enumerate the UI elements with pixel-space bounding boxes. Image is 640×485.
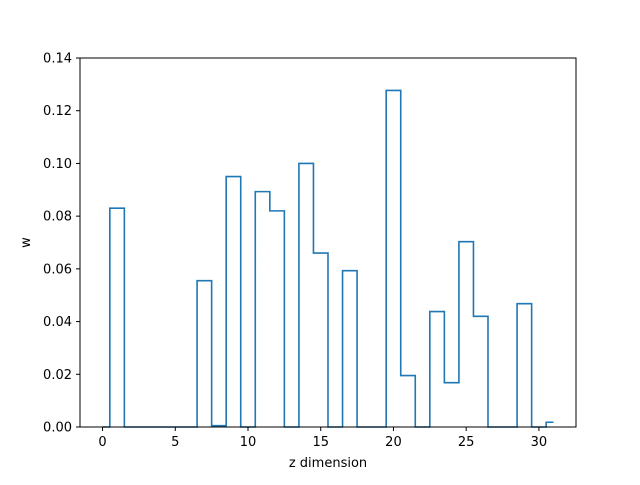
y-axis-label: w <box>19 237 34 248</box>
x-tick-label: 10 <box>240 435 257 450</box>
x-tick-label: 0 <box>98 435 106 450</box>
x-tick-label: 15 <box>312 435 329 450</box>
y-tick-label: 0.06 <box>43 262 72 277</box>
x-axis-ticks: 0 5 10 15 20 25 30 <box>98 427 547 450</box>
axes-frame <box>79 57 577 428</box>
y-tick-label: 0.14 <box>43 52 72 67</box>
y-tick-label: 0.00 <box>43 421 72 436</box>
y-tick-label: 0.02 <box>43 368 72 383</box>
y-tick-label: 0.08 <box>43 210 72 225</box>
x-axis-label: z dimension <box>289 456 367 471</box>
x-tick-label: 25 <box>458 435 475 450</box>
x-tick-label: 30 <box>531 435 548 450</box>
x-tick-label: 5 <box>171 435 179 450</box>
y-tick-label: 0.04 <box>43 315 72 330</box>
y-tick-label: 0.10 <box>43 157 72 172</box>
y-axis-ticks: 0.00 0.02 0.04 0.06 0.08 0.10 0.12 0.14 <box>43 52 80 436</box>
x-tick-label: 20 <box>385 435 402 450</box>
y-tick-label: 0.12 <box>43 104 72 119</box>
